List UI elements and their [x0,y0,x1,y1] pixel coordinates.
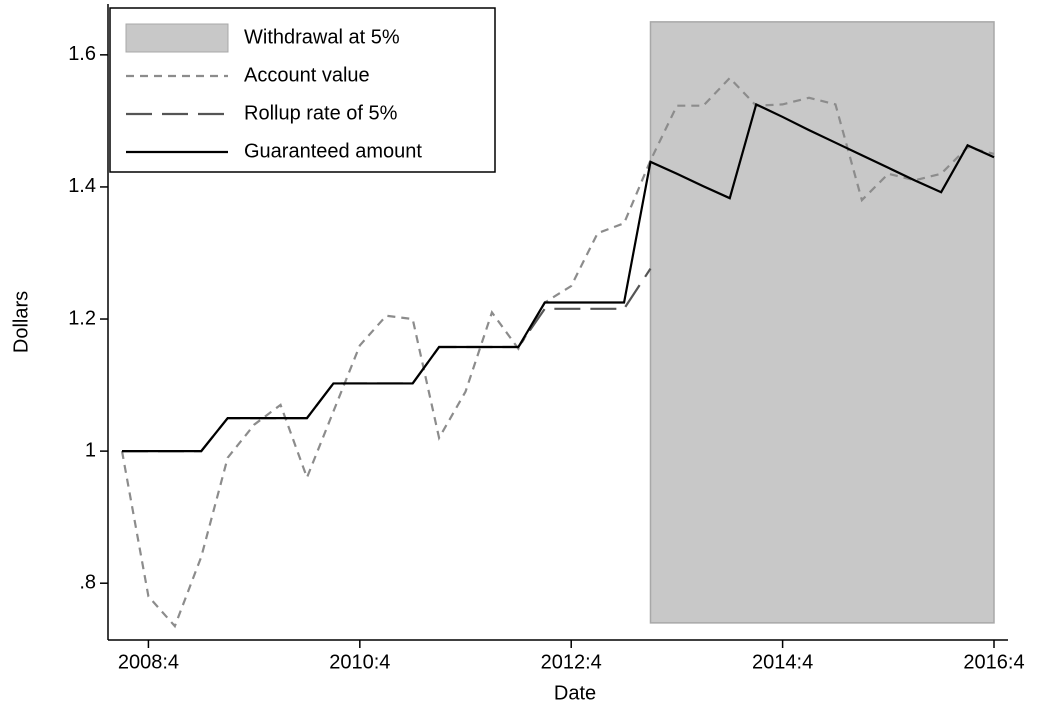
x-tick-label: 2014:4 [752,651,813,673]
y-tick-label: 1.6 [68,43,96,65]
legend-label: Guaranteed amount [244,140,422,162]
x-tick-label: 2008:4 [118,651,179,673]
series-line [122,102,995,453]
series-line [120,76,995,629]
y-axis-label: Dollars [10,291,32,353]
y-tick-label: .8 [79,571,96,593]
x-tick-label: 2010:4 [329,651,390,673]
x-tick-label: 2016:4 [963,651,1024,673]
y-tick-label: 1 [85,439,96,461]
shaded-area [649,21,995,624]
y-tick-label: 1.4 [68,175,96,197]
legend-label: Account value [244,64,370,86]
legend-label: Rollup rate of 5% [244,102,398,124]
series-line [122,268,652,453]
legend-swatch [125,23,229,53]
x-axis-label: Date [554,682,596,704]
y-tick-label: 1.2 [68,307,96,329]
legend-label: Withdrawal at 5% [244,26,400,48]
x-tick-label: 2012:4 [541,651,602,673]
